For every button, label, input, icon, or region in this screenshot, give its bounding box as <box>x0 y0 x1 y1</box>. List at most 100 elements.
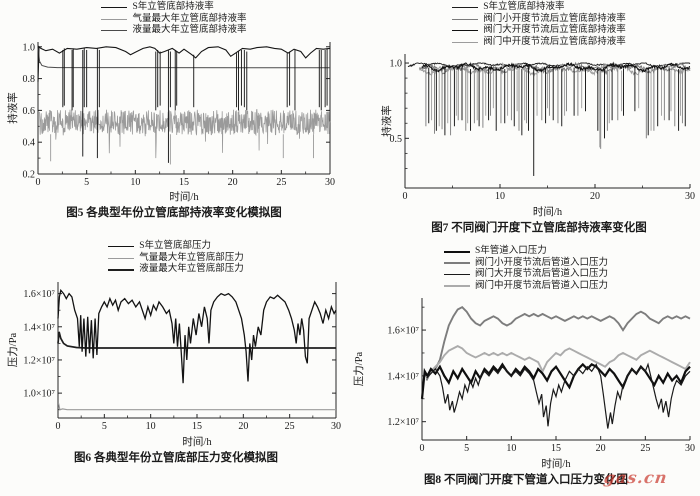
svg-text:压力/Pa: 压力/Pa <box>6 332 19 367</box>
legend-item: 阀门大开度节流后立管底部持液率 <box>452 25 626 37</box>
legend-label: 液量最大年立管底部持液率 <box>132 25 247 35</box>
svg-text:1.2×10⁷: 1.2×10⁷ <box>23 355 55 366</box>
legend-line-swatch <box>108 246 135 248</box>
legend-line-swatch <box>443 274 470 276</box>
legend-item: 气量最大年立管底部持液率 <box>101 13 247 26</box>
svg-text:10: 10 <box>130 177 140 188</box>
figure-6-legend: S年立管底部压力 气量最大年立管底部压力 液量最大年立管底部压力 <box>108 241 244 276</box>
svg-text:压力/Pa: 压力/Pa <box>352 351 365 386</box>
svg-text:30: 30 <box>685 443 695 454</box>
legend-item: 阀门中开度节流后管道入口压力 <box>443 280 608 293</box>
svg-text:1.4×10⁷: 1.4×10⁷ <box>23 322 55 333</box>
legend-label: 气量最大年立管底部持液率 <box>132 13 247 24</box>
svg-text:1.4×10⁷: 1.4×10⁷ <box>387 371 419 382</box>
legend-label: 阀门中开度节流后立管底部持液率 <box>483 36 626 47</box>
svg-text:10: 10 <box>146 421 156 432</box>
legend-item: 液量最大年立管底部持液率 <box>101 25 247 37</box>
legend-line-swatch <box>101 18 128 20</box>
legend-label: 阀门小开度节流后管道入口压力 <box>474 257 608 268</box>
svg-text:20: 20 <box>238 421 248 432</box>
svg-text:1.0×10⁷: 1.0×10⁷ <box>23 388 55 399</box>
legend-label: 阀门大开度节流后立管底部持液率 <box>483 25 626 35</box>
svg-text:0.6: 0.6 <box>23 105 36 116</box>
legend-line-swatch <box>443 285 470 288</box>
legend-label: 阀门中开度节流后管道入口压力 <box>474 280 608 291</box>
figure-5-plot: 0 5 10 15 20 25 30 0.2 0.4 0.6 0.8 1.0 时间/h 持液率 <box>6 41 335 203</box>
legend-item: S年立管底部持液率 <box>452 2 565 14</box>
legend-line-swatch <box>452 41 479 43</box>
legend-label: S年立管底部持液率 <box>132 2 214 12</box>
svg-text:0: 0 <box>403 191 408 202</box>
figure-8: S年管道入口压力 阀门小开度节流后管道入口压力 阀门大开度节流后管道入口压力 阀门中开… <box>352 246 700 487</box>
legend-label: S年立管底部持液率 <box>483 2 565 12</box>
svg-text:15: 15 <box>551 443 561 454</box>
figure-6-plot: 0 5 10 15 20 25 30 1.0×10⁷ 1.2×10⁷ 1.4×10⁷ 1.6×10⁷… <box>6 281 341 448</box>
legend-item: 气量最大年立管底部压力 <box>108 253 244 265</box>
legend-line-swatch <box>452 7 479 9</box>
legend-line-swatch <box>443 250 470 253</box>
legend-label: S年管道入口压力 <box>474 246 547 256</box>
figure-8-plot: 0 5 10 15 20 25 30 1.2×10⁷ 1.4×10⁷ 1.6×10⁷ 时间/h 压力/… <box>352 298 695 470</box>
legend-label: 阀门大开度节流后管道入口压力 <box>474 269 608 279</box>
svg-text:0.8: 0.8 <box>23 74 36 85</box>
legend-line-swatch <box>452 30 479 32</box>
svg-text:时间/h: 时间/h <box>541 457 571 470</box>
legend-line-swatch <box>101 7 128 9</box>
legend-item: 阀门中开度节流后立管底部持液率 <box>452 37 626 49</box>
svg-text:时间/h: 时间/h <box>182 435 212 448</box>
svg-text:5: 5 <box>464 443 469 454</box>
svg-text:时间/h: 时间/h <box>533 205 563 218</box>
legend-item: S年立管底部持液率 <box>101 2 214 14</box>
svg-text:30: 30 <box>325 177 335 188</box>
legend-label: 气量最大年立管底部压力 <box>139 252 244 263</box>
svg-text:25: 25 <box>276 177 286 188</box>
svg-text:1.0: 1.0 <box>23 42 36 53</box>
svg-text:25: 25 <box>285 421 295 432</box>
figure-5-legend: S年立管底部持液率 气量最大年立管底部持液率 液量最大年立管底部持液率 <box>101 2 247 37</box>
svg-text:0: 0 <box>36 177 41 188</box>
svg-text:20: 20 <box>596 443 606 454</box>
svg-text:1.2×10⁷: 1.2×10⁷ <box>387 417 419 428</box>
svg-text:0.2: 0.2 <box>23 169 36 180</box>
figure-7: S年立管底部持液率 阀门小开度节流后立管底部持液率 阀门大开度节流后立管底部持液率阀… <box>380 2 698 235</box>
legend-item: 液量最大年立管底部压力 <box>108 264 244 276</box>
watermark: gas.cn <box>602 468 669 487</box>
svg-text:0: 0 <box>420 443 425 454</box>
legend-line-swatch <box>108 257 135 259</box>
svg-text:持液率: 持液率 <box>380 105 393 137</box>
svg-text:25: 25 <box>640 443 650 454</box>
svg-text:5: 5 <box>102 421 107 432</box>
svg-text:0: 0 <box>56 421 61 432</box>
svg-text:15: 15 <box>192 421 202 432</box>
svg-text:0.4: 0.4 <box>23 137 36 148</box>
figure-5-caption: 图5 各典型年份立管底部持液率变化模拟图 <box>66 206 282 219</box>
svg-text:1.6×10⁷: 1.6×10⁷ <box>387 326 419 337</box>
svg-text:20: 20 <box>228 177 238 188</box>
legend-label: 阀门小开度节流后立管底部持液率 <box>483 13 626 24</box>
figure-6-caption: 图6 各典型年份立管底部压力变化模拟图 <box>73 451 279 464</box>
figure-7-plot: 0 10 20 30 0.5 1.0 时间/h 持液率 <box>380 54 695 218</box>
legend-item: 阀门小开度节流后立管底部持液率 <box>452 14 626 26</box>
figure-8-legend: S年管道入口压力 阀门小开度节流后管道入口压力 阀门大开度节流后管道入口压力 阀门中开… <box>443 246 608 293</box>
legend-label: 液量最大年立管底部压力 <box>139 264 244 274</box>
svg-text:30: 30 <box>331 421 341 432</box>
legend-label: S年立管底部压力 <box>139 241 212 251</box>
svg-text:10: 10 <box>495 191 505 202</box>
legend-item: 阀门大开度节流后管道入口压力 <box>443 269 608 281</box>
legend-line-swatch <box>108 268 135 271</box>
legend-line-swatch <box>101 30 128 32</box>
svg-text:10: 10 <box>506 443 516 454</box>
svg-text:持液率: 持液率 <box>6 92 19 124</box>
svg-text:1.6×10⁷: 1.6×10⁷ <box>23 289 55 300</box>
svg-text:1.0: 1.0 <box>390 59 403 70</box>
figure-8-caption: 图8 不同阀门开度下管道入口压力变化图 <box>423 474 629 486</box>
legend-item: 阀门小开度节流后管道入口压力 <box>443 257 608 270</box>
figure-6: S年立管底部压力 气量最大年立管底部压力 液量最大年立管底部压力 0 5 10 15 20 2… <box>6 241 346 465</box>
svg-text:20: 20 <box>590 191 600 202</box>
svg-text:时间/h: 时间/h <box>169 190 199 203</box>
svg-text:30: 30 <box>685 191 695 202</box>
legend-item: S年管道入口压力 <box>443 246 547 258</box>
legend-item: S年立管底部压力 <box>108 241 211 253</box>
figure-7-legend: S年立管底部持液率 阀门小开度节流后立管底部持液率 阀门大开度节流后立管底部持液率阀… <box>452 2 626 48</box>
